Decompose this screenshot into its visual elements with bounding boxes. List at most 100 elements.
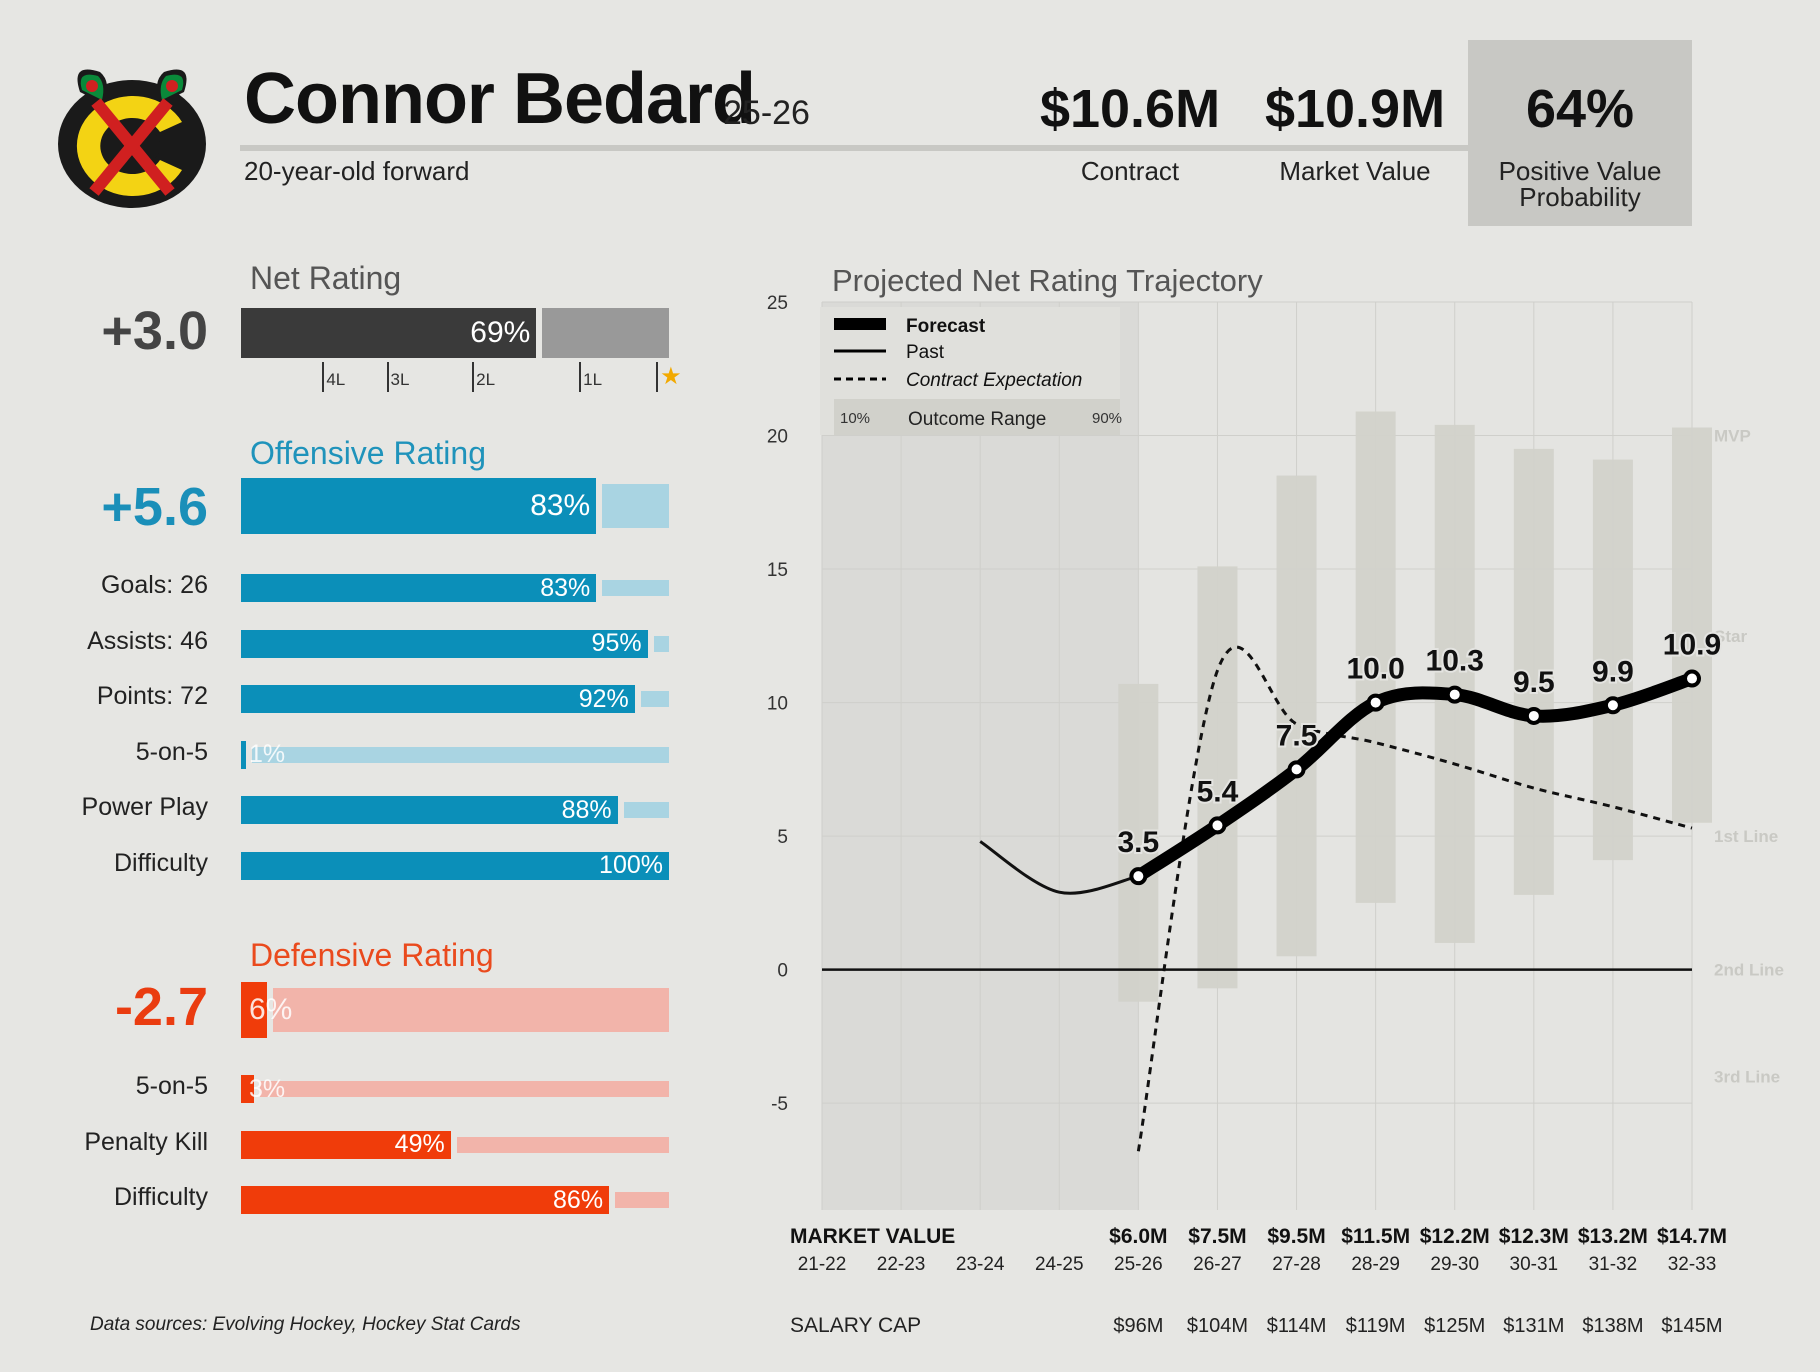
offensive-rating-bar-track [602, 484, 669, 528]
offensive-rating-bar-percent: 83% [530, 489, 591, 522]
tier-label: MVP [1714, 427, 1751, 446]
offensive-row-bar-percent: 92% [578, 684, 629, 713]
defensive-row-bar: 49% [241, 1130, 669, 1159]
defensive-rating-bar: 6% [241, 982, 669, 1038]
chart-title: Projected Net Rating Trajectory [832, 265, 1263, 298]
market-value-cell: $6.0M [1109, 1225, 1167, 1248]
forecast-point-label: 5.4 [1197, 775, 1239, 808]
y-tick-label: 15 [767, 560, 788, 581]
defensive-row-label: Penalty Kill [84, 1127, 208, 1156]
net-tier-tick-label: 3L [390, 370, 410, 389]
player-subtitle: 20-year-old forward [244, 156, 470, 186]
outcome-range-bar [1197, 566, 1238, 989]
forecast-point [1683, 669, 1701, 688]
chart-axes: -5 0 5 10 15 20 25 [767, 293, 1692, 1115]
net-tier-tick-label: ★ [660, 363, 682, 390]
market-value-cell: $14.7M [1657, 1225, 1727, 1248]
y-tick-label: 10 [767, 694, 788, 715]
salary-cap-cell: $104M [1187, 1315, 1248, 1337]
forecast-point-label: 3.5 [1118, 826, 1160, 859]
forecast-point [1208, 816, 1227, 835]
legend-range-swatch [834, 399, 1120, 435]
offensive-row-bar-percent: 100% [599, 851, 663, 879]
offensive-row-bar-percent: 88% [561, 795, 612, 824]
x-tick-label: 28-29 [1351, 1254, 1400, 1275]
net-tier-tick [472, 362, 475, 392]
tier-label: 1st Line [1714, 827, 1778, 846]
market-value-cell: $13.2M [1578, 1225, 1648, 1248]
defensive-row-bar: 3% [241, 1075, 669, 1103]
defensive-row-bar: 86% [241, 1186, 669, 1214]
offensive-row-bar-fill [241, 740, 246, 769]
x-tick-label: 22-23 [877, 1254, 926, 1275]
outcome-range-bar [1434, 424, 1475, 943]
forecast-point [1287, 760, 1306, 779]
forecast-point-label: 10.0 [1346, 653, 1404, 686]
tier-labels: MVP Star 1st Line 2nd Line 3rd Line [1714, 427, 1784, 1087]
positive-value-box [1468, 40, 1692, 226]
contract-label: Contract [1080, 156, 1180, 186]
net-tier-tick [386, 362, 389, 392]
market-value-heading: MARKET VALUE [790, 1225, 955, 1248]
contract-expectation-series [1136, 645, 1693, 1152]
defensive-row-bar-fill [241, 1186, 610, 1214]
net-tier-tick-label: 2L [476, 370, 496, 389]
tier-label: Star [1714, 627, 1747, 646]
market-value: $10.9M [1264, 79, 1446, 139]
offensive-row-bar-fill [241, 851, 669, 880]
offensive-row-bar: 88% [241, 796, 669, 824]
forecast-point [1129, 867, 1148, 886]
positive-value-label-line2: Probability [1519, 182, 1641, 212]
offensive-row-label: Difficulty [113, 848, 208, 877]
legend-past-label: Past [906, 342, 945, 363]
y-tick-label: 25 [767, 293, 788, 314]
salary-cap-cell: $145M [1661, 1315, 1722, 1337]
salary-cap-cell: $114M [1267, 1315, 1327, 1337]
y-tick-label: -5 [771, 1094, 788, 1115]
offensive-row-bar-track [252, 746, 669, 763]
x-tick-label: 25-26 [1114, 1254, 1163, 1275]
legend-range-low: 10% [840, 410, 870, 427]
offensive-row-bar: 92% [241, 685, 669, 713]
defensive-row-bar-track [615, 1192, 669, 1208]
y-tick-label: 5 [777, 827, 788, 848]
salary-cap-cell: $119M [1346, 1315, 1406, 1337]
x-tick-label: 27-28 [1272, 1254, 1321, 1275]
net-rating-bar-gap [536, 308, 543, 358]
x-tick-label: 23-24 [956, 1254, 1005, 1275]
forecast-series: 3.5 5.4 7.5 10.0 10.3 9.5 9.9 10.9 [1116, 627, 1723, 886]
legend-contract-label: Contract Expectation [906, 370, 1082, 391]
defensive-row-bar-track [259, 1081, 669, 1097]
offensive-row-bar-track [623, 802, 669, 818]
net-rating-value: +3.0 [101, 301, 208, 361]
defensive-rating-title: Defensive Rating [250, 937, 494, 973]
offensive-row-bar-fill [241, 574, 597, 602]
forecast-point [1366, 693, 1385, 712]
market-value-label: Market Value [1279, 156, 1431, 186]
defensive-row-label: 5-on-5 [135, 1072, 208, 1100]
x-tick-label: 21-22 [798, 1254, 847, 1275]
offensive-row-label: Power Play [81, 793, 208, 821]
offensive-row-label: Goals: 26 [100, 571, 208, 599]
offensive-row-bar-fill [241, 629, 648, 658]
outcome-range-bar [1355, 411, 1396, 903]
forecast-point-label: 9.5 [1513, 666, 1555, 699]
net-rating-bar: 69% [241, 308, 669, 358]
defensive-row-bar-percent: 86% [553, 1185, 604, 1214]
trajectory-chart: Projected Net Rating Trajectory MVP Star 1… [767, 265, 1784, 1337]
chart-bottom-table: MARKET VALUE $6.0M $7.5M $9.5M $11.5M $12.2M $… [790, 1225, 1727, 1337]
offensive-rating-title: Offensive Rating [250, 435, 486, 471]
positive-value-label: Positive Value Probability [1468, 158, 1692, 210]
offensive-row-bar-track [602, 580, 669, 596]
x-tick-label: 26-27 [1193, 1254, 1242, 1275]
offensive-row-label: Assists: 46 [87, 626, 208, 655]
defensive-row-bar-fill [241, 1130, 451, 1159]
defensive-rating-bar-percent: 6% [249, 993, 293, 1026]
salary-cap-heading: SALARY CAP [790, 1314, 921, 1337]
salary-cap-cell: $125M [1424, 1315, 1485, 1337]
offensive-row-bar-fill [241, 796, 618, 824]
defensive-rating-bar-track [272, 988, 669, 1032]
offensive-row-bar-track [640, 691, 669, 707]
outcome-range-bar [1592, 459, 1633, 861]
forecast-point [1603, 696, 1622, 715]
